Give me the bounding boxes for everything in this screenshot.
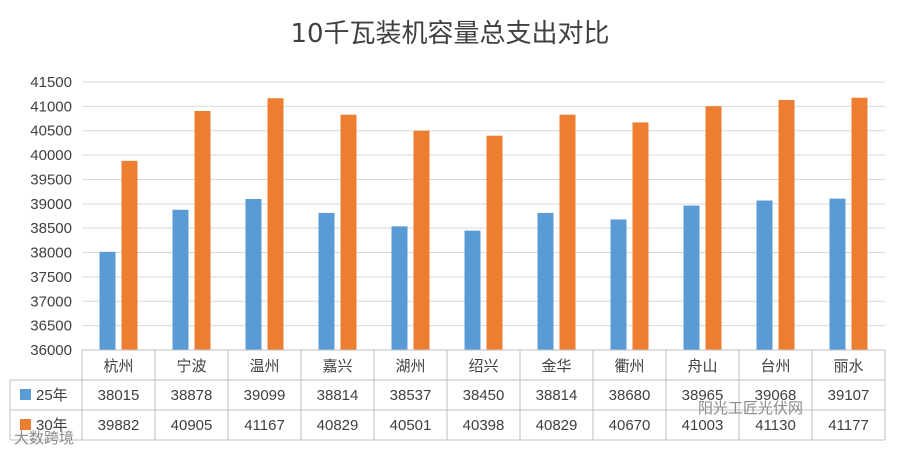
category-label: 杭州 xyxy=(103,357,133,375)
gridlines xyxy=(82,81,885,351)
bar-series1-0 xyxy=(99,251,116,350)
bars xyxy=(99,97,868,351)
data-label: 38878 xyxy=(171,387,213,404)
chart-title: 10千瓦装机容量总支出对比 xyxy=(290,19,609,49)
data-label: 40829 xyxy=(536,417,578,434)
data-label: 38450 xyxy=(463,387,505,404)
bar-series2-9 xyxy=(778,100,795,351)
data-label: 39882 xyxy=(98,417,140,434)
bar-series1-3 xyxy=(318,212,335,350)
bar-series2-0 xyxy=(121,160,138,350)
data-label: 40829 xyxy=(317,417,359,434)
data-table: 杭州 宁波 温州 嘉兴 湖州 绍兴 金华 衢州 舟山 台州 丽水 25年 38015 38878 39099… xyxy=(9,349,886,441)
category-label: 湖州 xyxy=(395,357,425,375)
data-label: 41003 xyxy=(682,417,724,434)
data-label: 39107 xyxy=(828,387,870,404)
data-label: 40398 xyxy=(463,417,505,434)
y-tick-label: 38000 xyxy=(30,245,72,262)
category-label: 宁波 xyxy=(176,357,206,375)
y-tick-label: 37500 xyxy=(30,269,72,286)
category-label: 金华 xyxy=(541,357,571,375)
bar-series2-1 xyxy=(194,110,211,350)
legend-swatch-1 xyxy=(20,389,31,400)
data-label: 38015 xyxy=(98,387,140,404)
data-label: 39068 xyxy=(755,387,797,404)
category-label: 台州 xyxy=(760,357,790,375)
y-tick-label: 39000 xyxy=(30,196,72,213)
bar-series1-1 xyxy=(172,209,189,350)
y-tick-label: 41000 xyxy=(30,98,72,115)
category-label: 绍兴 xyxy=(468,357,498,375)
data-label: 41130 xyxy=(755,417,796,434)
watermarks: 大数跨境 阳光工匠光伏网 xyxy=(14,399,803,447)
bar-series2-2 xyxy=(267,98,284,350)
category-label: 丽水 xyxy=(833,357,863,375)
y-tick-label: 40000 xyxy=(30,147,72,164)
data-label: 41177 xyxy=(828,417,869,434)
bar-series2-5 xyxy=(486,135,503,350)
bar-series1-10 xyxy=(829,198,846,350)
legend-label-2: 30年 xyxy=(36,417,68,434)
y-tick-label: 40500 xyxy=(30,123,72,140)
data-label: 39099 xyxy=(244,387,286,404)
bar-series2-8 xyxy=(705,106,722,350)
category-label: 嘉兴 xyxy=(322,357,352,375)
bar-series2-7 xyxy=(632,122,649,350)
watermark-right: 阳光工匠光伏网 xyxy=(698,399,803,417)
data-label: 40501 xyxy=(390,417,432,434)
bar-series2-10 xyxy=(851,97,868,350)
bar-series1-6 xyxy=(537,212,554,350)
bar-series2-4 xyxy=(413,130,430,350)
bar-series1-7 xyxy=(610,219,627,350)
y-tick-label: 36000 xyxy=(30,342,72,359)
data-label: 38965 xyxy=(682,387,724,404)
bar-series1-2 xyxy=(245,198,262,350)
y-tick-label: 36500 xyxy=(30,318,72,335)
bar-series2-3 xyxy=(340,114,357,350)
category-label: 温州 xyxy=(249,357,279,375)
bar-series2-6 xyxy=(559,114,576,350)
legend-label-1: 25年 xyxy=(36,387,68,404)
legend-swatch-2 xyxy=(20,419,31,430)
data-label: 38537 xyxy=(390,387,432,404)
bar-series1-4 xyxy=(391,226,408,350)
y-tick-label: 38500 xyxy=(30,220,72,237)
y-tick-label: 41500 xyxy=(30,74,72,91)
bar-series1-9 xyxy=(756,200,773,350)
category-label: 舟山 xyxy=(687,357,717,375)
data-label: 40670 xyxy=(609,417,651,434)
watermark-left: 大数跨境 xyxy=(14,429,74,447)
data-label: 38814 xyxy=(317,387,359,404)
bar-series1-8 xyxy=(683,205,700,350)
data-label: 40905 xyxy=(171,417,213,434)
bar-series1-5 xyxy=(464,230,481,350)
category-label: 衢州 xyxy=(614,357,644,375)
data-label: 41167 xyxy=(244,417,285,434)
y-axis-ticks: 36000 36500 37000 37500 38000 38500 39000 39500… xyxy=(30,74,72,359)
y-tick-label: 37000 xyxy=(30,293,72,310)
data-label: 38680 xyxy=(609,387,651,404)
y-tick-label: 39500 xyxy=(30,171,72,188)
data-label: 38814 xyxy=(536,387,578,404)
